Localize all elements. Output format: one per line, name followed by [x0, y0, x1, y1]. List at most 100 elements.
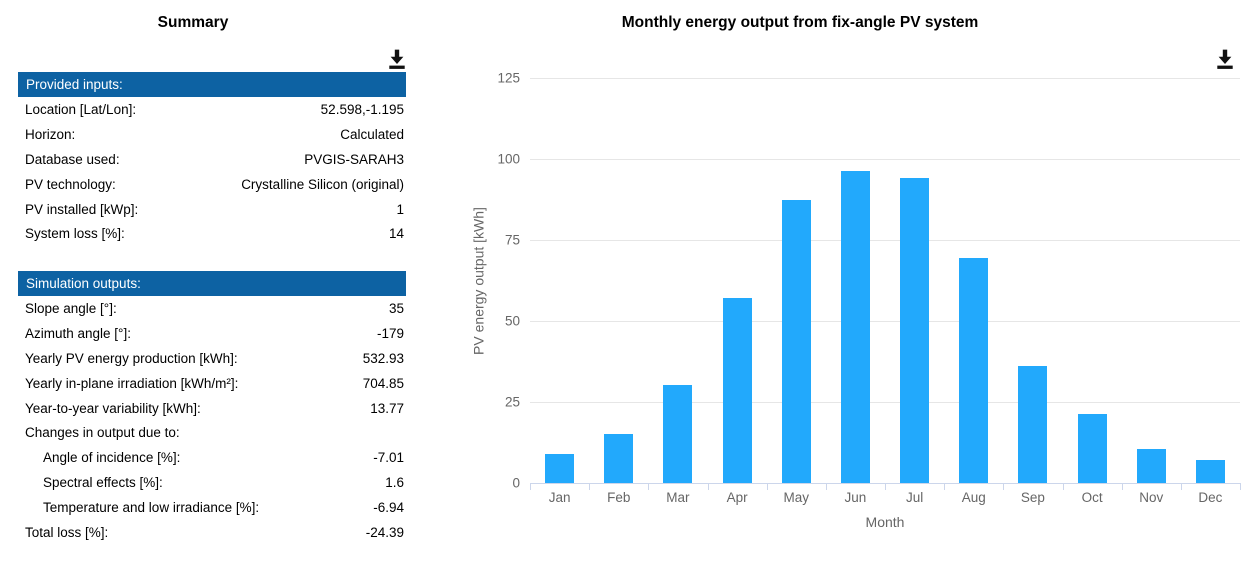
row-value: PVGIS-SARAH3 — [304, 151, 404, 167]
x-axis-tick — [1121, 483, 1123, 490]
y-tick-label: 75 — [504, 232, 520, 248]
summary-row: Total loss [%]: -24.39 — [18, 520, 406, 545]
bar-feb[interactable] — [604, 434, 634, 483]
row-label: PV technology: — [25, 176, 116, 192]
monthly-energy-chart: Monthly energy output from fix-angle PV … — [455, 0, 1250, 563]
gridline — [530, 240, 1240, 241]
y-tick-label: 25 — [504, 394, 520, 410]
chart-title: Monthly energy output from fix-angle PV … — [621, 14, 979, 31]
x-axis-tick — [1180, 483, 1182, 490]
row-label: Slope angle [°]: — [25, 300, 117, 316]
row-label: Spectral effects [%]: — [43, 475, 163, 491]
row-label: Angle of incidence [%]: — [43, 450, 181, 466]
row-label: Location [Lat/Lon]: — [25, 101, 137, 117]
summary-row: Spectral effects [%]: 1.6 — [18, 470, 406, 495]
y-tick-label: 50 — [504, 313, 520, 329]
row-value: -24.39 — [365, 524, 404, 540]
x-tick-label: Mar — [666, 490, 690, 505]
y-axis-title: PV energy output [kWh] — [470, 206, 486, 355]
gridline — [530, 321, 1240, 322]
x-tick-label: Feb — [607, 490, 631, 505]
row-label: System loss [%]: — [25, 226, 125, 242]
download-chart-button[interactable] — [1214, 48, 1236, 70]
summary-row: Horizon: Calculated — [18, 122, 406, 147]
row-value: -7.01 — [373, 450, 404, 466]
x-axis-tick — [707, 483, 709, 490]
simulation-outputs-rows: Slope angle [°]: 35 Azimuth angle [°]: -179… — [18, 296, 406, 545]
summary-row: Yearly PV energy production [kWh]: 532.93 — [18, 346, 406, 371]
row-label: Yearly in-plane irradiation [kWh/m²]: — [25, 375, 239, 391]
x-tick-label: Apr — [726, 490, 748, 505]
x-axis-tick — [766, 483, 768, 490]
provided-inputs-rows: Location [Lat/Lon]: 52.598,-1.195 Horizon:… — [18, 97, 406, 246]
x-tick-label: Jul — [905, 490, 924, 505]
download-summary-button[interactable] — [386, 48, 408, 70]
row-value: 704.85 — [362, 375, 404, 391]
x-axis-tick — [825, 483, 827, 490]
x-axis-tick — [1003, 483, 1005, 490]
row-label: Year-to-year variability [kWh]: — [25, 400, 201, 416]
row-value: 14 — [388, 226, 404, 242]
row-value: -6.94 — [373, 500, 404, 516]
row-value: 532.93 — [362, 350, 404, 366]
row-label: Temperature and low irradiance [%]: — [43, 500, 260, 516]
x-tick-label: Nov — [1139, 490, 1164, 505]
bar-jun[interactable] — [840, 171, 870, 483]
x-axis-tick — [1240, 483, 1241, 490]
simulation-outputs-header: Simulation outputs: — [18, 271, 406, 296]
bar-may[interactable] — [781, 200, 811, 483]
y-tick-label: 100 — [497, 151, 520, 167]
bar-oct[interactable] — [1077, 414, 1107, 483]
summary-row: Yearly in-plane irradiation [kWh/m²]: 704… — [18, 371, 406, 396]
summary-row: PV technology: Crystalline Silicon (origi… — [18, 172, 406, 197]
bar-jul[interactable] — [900, 178, 930, 483]
gridline — [530, 402, 1240, 403]
x-tick-label: Dec — [1198, 490, 1223, 505]
gridline — [530, 159, 1240, 160]
x-axis-tick — [530, 483, 531, 490]
provided-inputs-header: Provided inputs: — [18, 72, 406, 97]
summary-row: Year-to-year variability [kWh]: 13.77 — [18, 396, 406, 421]
summary-row: Temperature and low irradiance [%]: -6.94 — [18, 495, 406, 520]
y-tick-label: 125 — [497, 70, 520, 86]
bar-sep[interactable] — [1018, 366, 1048, 483]
bar-apr[interactable] — [722, 298, 752, 483]
x-axis-tick — [1062, 483, 1064, 490]
summary-row: Changes in output due to: — [18, 420, 406, 445]
download-icon — [1214, 49, 1236, 73]
plot-area: 0 25 50 75 100 125 Jan Feb Mar Apr May Jun Jul Aug Sep… — [455, 0, 1250, 563]
x-tick-label: Sep — [1020, 490, 1045, 505]
bar-mar[interactable] — [663, 385, 693, 483]
bar-nov[interactable] — [1136, 448, 1166, 483]
summary-row: Database used: PVGIS-SARAH3 — [18, 147, 406, 172]
summary-row: System loss [%]: 14 — [18, 221, 406, 246]
row-value: -179 — [376, 325, 404, 341]
x-tick-label: Jan — [548, 490, 571, 505]
x-axis-tick — [944, 483, 946, 490]
row-value: 52.598,-1.195 — [320, 101, 404, 117]
gridline — [530, 78, 1240, 79]
summary-panel: Summary Provided inputs: Location [Lat/L… — [0, 0, 430, 563]
row-label: Azimuth angle [°]: — [25, 325, 131, 341]
row-value: 35 — [388, 300, 404, 316]
summary-panel-title: Summary — [157, 14, 229, 31]
x-tick-label: Oct — [1081, 490, 1103, 505]
x-axis-tick — [648, 483, 650, 490]
row-value: 1.6 — [385, 475, 404, 491]
row-label: PV installed [kWp]: — [25, 201, 139, 217]
row-label: Database used: — [25, 151, 120, 167]
row-value: Crystalline Silicon (original) — [241, 176, 404, 192]
x-tick-label: May — [783, 490, 809, 505]
x-axis-tick — [885, 483, 886, 490]
summary-row: Azimuth angle [°]: -179 — [18, 321, 406, 346]
x-tick-label: Aug — [961, 490, 986, 505]
download-icon — [386, 49, 408, 73]
row-label: Horizon: — [25, 126, 76, 142]
bar-jan[interactable] — [545, 454, 575, 483]
bar-aug[interactable] — [959, 258, 989, 483]
bar-dec[interactable] — [1195, 459, 1225, 483]
row-label: Yearly PV energy production [kWh]: — [25, 350, 238, 366]
row-value: 13.77 — [370, 400, 404, 416]
row-value: 1 — [396, 201, 404, 217]
x-tick-label: Jun — [844, 490, 867, 505]
